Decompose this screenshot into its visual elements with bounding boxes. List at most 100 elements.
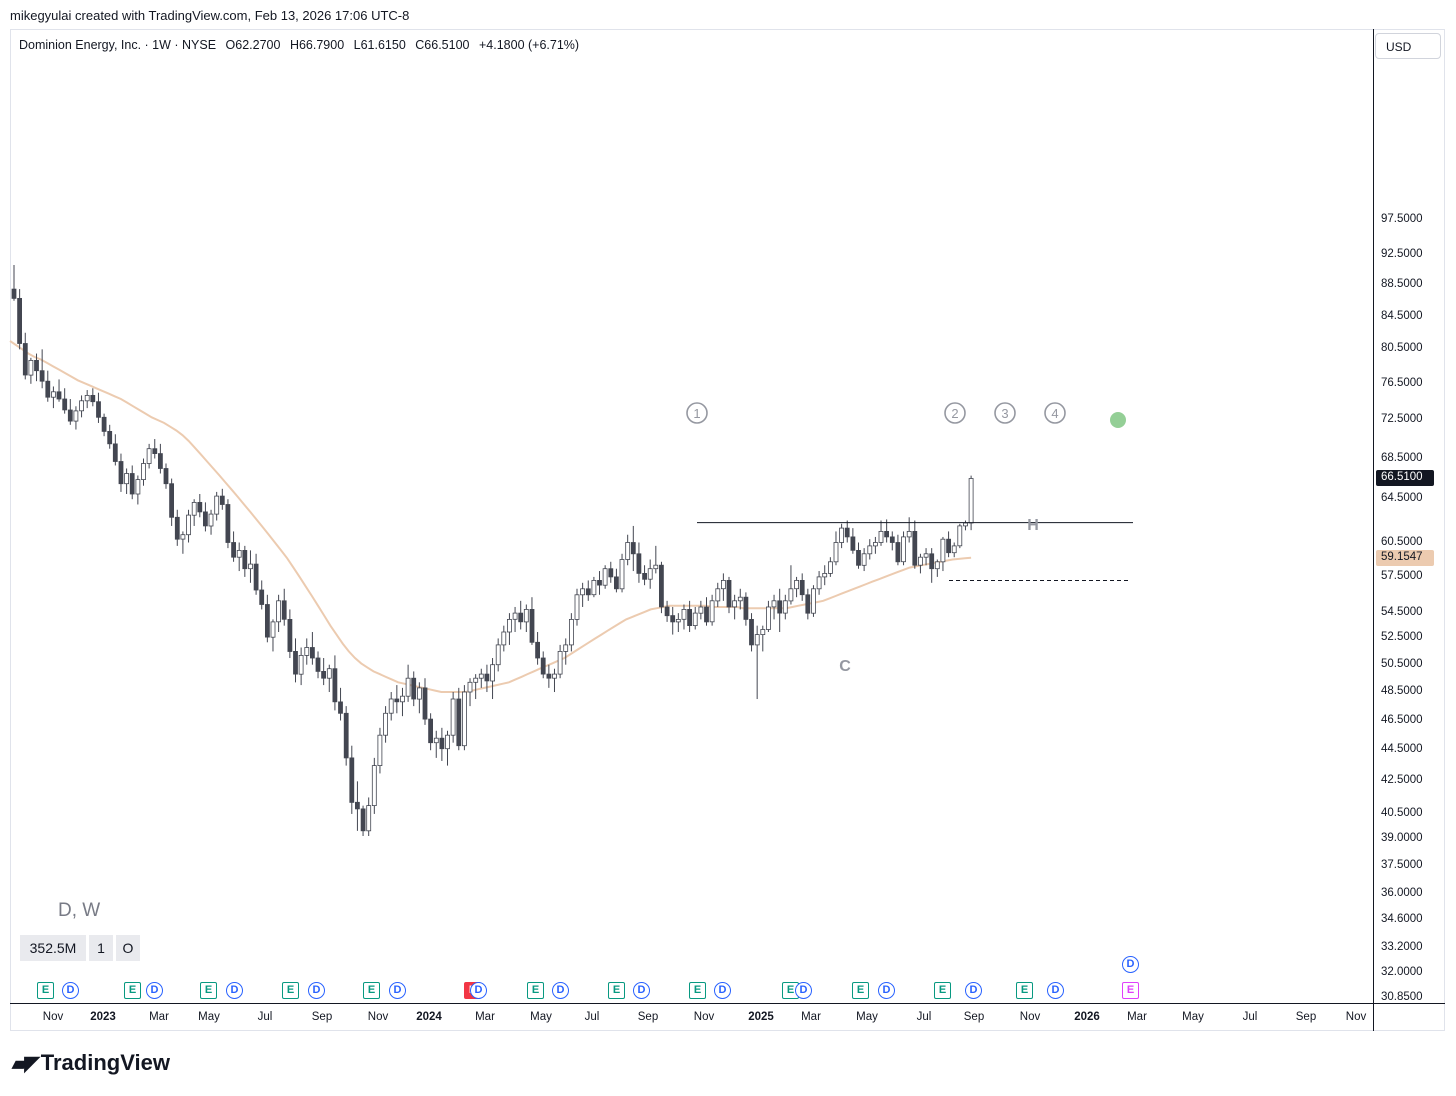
- candle: [315, 651, 321, 679]
- dividend-event-icon[interactable]: D: [62, 982, 79, 999]
- candle: [191, 499, 197, 526]
- dividend-event-icon[interactable]: D: [1122, 956, 1139, 973]
- earnings-event-icon[interactable]: E: [363, 982, 380, 999]
- candle-body-down: [259, 589, 265, 605]
- dividend-event-icon[interactable]: D: [146, 982, 163, 999]
- candle-body-down: [529, 609, 535, 643]
- dividend-event-icon[interactable]: D: [633, 982, 650, 999]
- candle: [62, 388, 68, 414]
- candle: [416, 682, 422, 714]
- candle-body-up: [619, 559, 625, 590]
- earnings-event-icon[interactable]: E: [282, 982, 299, 999]
- candle-body-up: [760, 629, 766, 635]
- earnings-event-icon[interactable]: E: [782, 982, 799, 999]
- candle: [388, 692, 394, 721]
- candle-body-down: [946, 538, 951, 554]
- candle: [799, 573, 805, 601]
- candle-body-up: [523, 609, 529, 623]
- candle-body-up: [934, 561, 940, 570]
- pivot-label: 1: [693, 406, 700, 421]
- dividend-event-icon[interactable]: D: [226, 982, 243, 999]
- chart-credit: mikegyulai created with TradingView.com,…: [10, 8, 410, 23]
- dividend-event-icon[interactable]: D: [470, 982, 487, 999]
- candle: [101, 413, 107, 437]
- earnings-event-icon[interactable]: E: [527, 982, 544, 999]
- tradingview-logo[interactable]: ▰◤ TradingView: [12, 1050, 170, 1076]
- candle-body-down: [642, 573, 647, 580]
- candle-body-up: [366, 805, 372, 832]
- dividend-event-icon[interactable]: D: [878, 982, 895, 999]
- candle-body-up: [692, 612, 698, 626]
- chart-pane[interactable]: [10, 29, 1445, 1031]
- candle: [309, 632, 315, 665]
- breakout-marker: [1110, 412, 1126, 428]
- dividend-event-icon[interactable]: D: [389, 982, 406, 999]
- dividend-event-icon[interactable]: D: [795, 982, 812, 999]
- earnings-event-icon[interactable]: E: [200, 982, 217, 999]
- candle: [563, 638, 569, 665]
- candle: [895, 534, 901, 566]
- candle-body-down: [929, 553, 935, 570]
- dividend-event-icon[interactable]: D: [714, 982, 731, 999]
- candle: [135, 475, 141, 505]
- candle-body-up: [591, 580, 597, 596]
- legend-o[interactable]: O: [116, 935, 140, 961]
- candle: [873, 536, 878, 554]
- candle: [906, 517, 912, 543]
- candle-body-up: [383, 712, 389, 736]
- earnings-event-icon[interactable]: E: [37, 982, 54, 999]
- candle: [11, 264, 17, 301]
- price-tick-label: 36.0000: [1381, 886, 1423, 899]
- candle: [439, 727, 445, 761]
- currency-button[interactable]: USD: [1375, 33, 1441, 59]
- candle-body-up: [191, 501, 197, 516]
- dividend-event-icon[interactable]: D: [308, 982, 325, 999]
- dividend-event-icon[interactable]: D: [552, 982, 569, 999]
- candle: [298, 647, 304, 686]
- candle: [957, 523, 963, 549]
- earnings-event-icon[interactable]: E: [1122, 982, 1139, 999]
- candle: [259, 580, 265, 610]
- earnings-event-icon[interactable]: E: [124, 982, 141, 999]
- dividend-event-icon[interactable]: D: [1047, 982, 1064, 999]
- earnings-event-icon[interactable]: E: [934, 982, 951, 999]
- candle: [794, 576, 799, 598]
- candle-body-up: [276, 600, 282, 623]
- legend-count[interactable]: 1: [89, 935, 113, 961]
- candle-body-down: [39, 370, 45, 382]
- candle-body-down: [664, 606, 670, 617]
- earnings-event-icon[interactable]: E: [608, 982, 625, 999]
- candle: [760, 625, 766, 652]
- time-tick-label: 2026: [1074, 1011, 1100, 1023]
- earnings-event-icon[interactable]: E: [689, 982, 706, 999]
- time-tick-label: Mar: [475, 1011, 495, 1023]
- candle-body-up: [721, 580, 726, 590]
- candle: [394, 685, 400, 714]
- candle: [34, 353, 39, 382]
- candle-body-up: [400, 695, 405, 703]
- candle: [867, 539, 873, 560]
- candle: [675, 613, 681, 633]
- candle-body-up: [828, 561, 833, 574]
- volume-legend[interactable]: 352.5M: [20, 935, 86, 961]
- symbol-name[interactable]: Dominion Energy, Inc. · 1W · NYSE: [19, 38, 217, 52]
- time-tick-label: Nov: [693, 1011, 715, 1023]
- candle-body-up: [811, 588, 816, 614]
- candle: [591, 576, 597, 598]
- earnings-event-icon[interactable]: E: [1016, 982, 1033, 999]
- candle-body-up: [569, 619, 574, 646]
- candle-body-down: [197, 501, 203, 513]
- candle: [371, 757, 377, 814]
- candle: [467, 678, 473, 707]
- candle: [844, 520, 850, 543]
- candle: [293, 638, 298, 683]
- dividend-event-icon[interactable]: D: [965, 982, 982, 999]
- candle: [304, 638, 310, 665]
- time-tick-label: Sep: [637, 1011, 659, 1023]
- candle: [180, 531, 186, 554]
- pattern-letter-label: H: [1027, 517, 1039, 534]
- earnings-event-icon[interactable]: E: [852, 982, 869, 999]
- candle-body-up: [146, 448, 152, 464]
- candle-body-down: [394, 698, 400, 703]
